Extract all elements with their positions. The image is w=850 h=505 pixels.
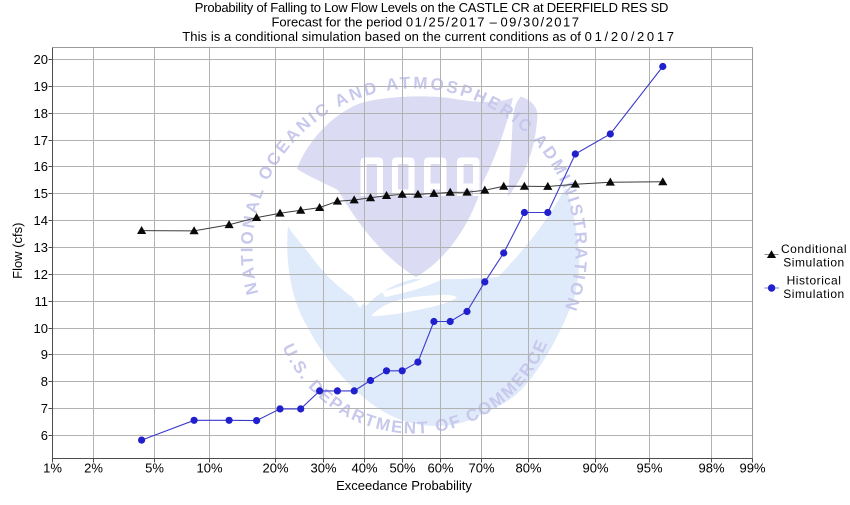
svg-text:18: 18: [34, 106, 48, 121]
svg-text:2%: 2%: [84, 461, 103, 476]
svg-text:70%: 70%: [468, 461, 494, 476]
svg-text:50%: 50%: [389, 461, 415, 476]
svg-text:This is a conditional simulati: This is a conditional simulation based o…: [182, 29, 676, 44]
svg-text:40%: 40%: [351, 461, 377, 476]
svg-text:80%: 80%: [515, 461, 541, 476]
svg-text:Simulation: Simulation: [783, 287, 845, 301]
svg-text:9: 9: [41, 347, 48, 362]
svg-text:6: 6: [41, 428, 48, 443]
svg-text:20%: 20%: [262, 461, 288, 476]
svg-text:14: 14: [34, 213, 48, 228]
svg-text:16: 16: [34, 159, 48, 174]
svg-text:10%: 10%: [196, 461, 222, 476]
svg-text:8: 8: [41, 374, 48, 389]
svg-text:5%: 5%: [145, 461, 164, 476]
svg-text:Historical: Historical: [787, 274, 842, 288]
svg-text:20: 20: [34, 52, 48, 67]
svg-text:15: 15: [34, 186, 48, 201]
svg-text:60%: 60%: [427, 461, 453, 476]
svg-text:Forecast for the period 01/25/: Forecast for the period 01/25/2017 – 09/…: [271, 15, 580, 30]
svg-text:Probability of Falling to Low: Probability of Falling to Low Flow Level…: [195, 0, 668, 15]
svg-text:11: 11: [35, 294, 49, 309]
svg-text:13: 13: [34, 240, 48, 255]
svg-text:Simulation: Simulation: [783, 256, 845, 270]
svg-text:Conditional: Conditional: [781, 242, 847, 256]
svg-text:Exceedance Probability: Exceedance Probability: [336, 478, 472, 493]
svg-text:98%: 98%: [698, 461, 724, 476]
svg-text:Flow (cfs): Flow (cfs): [10, 223, 25, 279]
svg-text:17: 17: [34, 133, 48, 148]
svg-text:10: 10: [34, 321, 48, 336]
svg-text:99%: 99%: [739, 461, 765, 476]
svg-text:19: 19: [34, 79, 48, 94]
svg-text:12: 12: [34, 267, 48, 282]
svg-text:30%: 30%: [310, 461, 336, 476]
svg-text:1%: 1%: [43, 461, 62, 476]
svg-text:95%: 95%: [636, 461, 662, 476]
svg-text:90%: 90%: [582, 461, 608, 476]
svg-text:7: 7: [41, 401, 48, 416]
